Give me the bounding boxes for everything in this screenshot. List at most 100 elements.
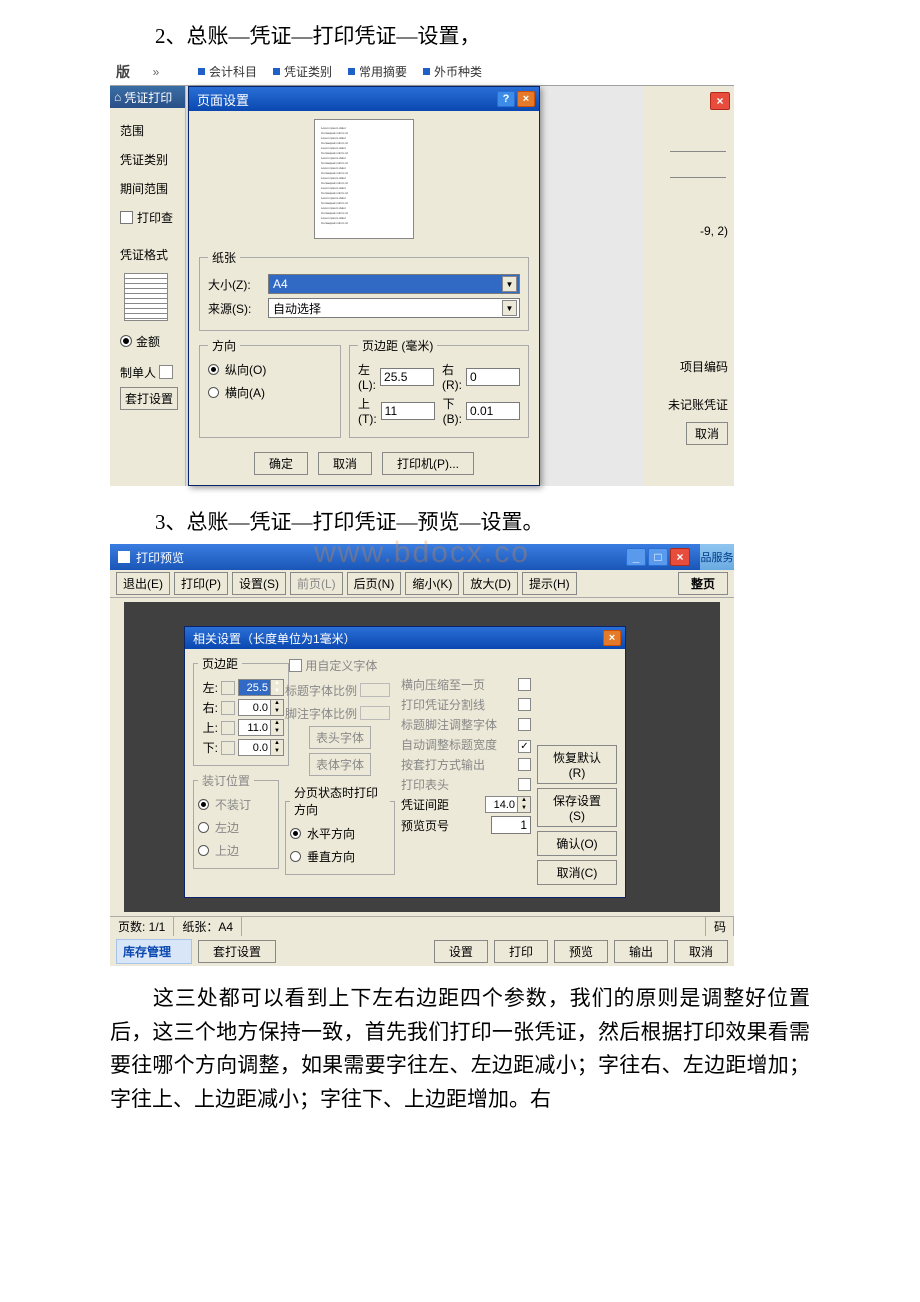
bind-legend: 装订位置 [198,772,254,789]
preview-canvas: 相关设置（长度单位为1毫米） × 页边距 左: 25.5▲▼ 右: 0.0▲▼ [114,602,730,912]
margin-legend: 页边距 [198,655,242,672]
m-left-label: 左: [198,679,218,696]
margin-top-input[interactable] [381,402,435,420]
nav-item[interactable]: 常用摘要 [342,63,413,80]
nav-item[interactable]: 外币种类 [417,63,488,80]
margin-left-input[interactable] [380,368,434,386]
paper-size-select[interactable]: A4 ▼ [268,274,520,294]
print-button[interactable]: 打印 [494,940,548,963]
source-label: 来源(S): [208,300,262,317]
m-right-spin[interactable]: 0.0▲▼ [238,699,284,716]
print-panel-left: ⌂ 凭证打印 范围 凭证类别 期间范围 打印查 凭证格式 金额 制单人 [110,86,186,486]
m-left-spin[interactable]: 25.5▲▼ [238,679,284,696]
format-label: 凭证格式 [120,240,181,269]
hint-button[interactable]: 提示(H) [522,572,577,595]
amount-radio[interactable]: 金额 [120,327,181,356]
close-icon[interactable]: × [517,91,535,107]
margin-bottom-label: 下(B): [443,395,462,426]
size-label: 大小(Z): [208,276,262,293]
close-icon[interactable]: × [710,92,730,110]
inventory-nav[interactable]: 库存管理 [116,939,192,964]
nav-item[interactable]: 凭证类别 [267,63,338,80]
next-page-button[interactable]: 后页(N) [347,572,402,595]
save-settings-button[interactable]: 保存设置(S) [537,788,617,827]
preview-no-input[interactable] [491,816,531,834]
cancel-button[interactable]: 取消 [686,422,728,445]
title-ratio-label: 标题字体比例 [285,684,357,698]
bind-left-radio: 左边 [198,816,274,839]
output-button[interactable]: 输出 [614,940,668,963]
cancel-button[interactable]: 取消(C) [537,860,617,885]
exit-button[interactable]: 退出(E) [116,572,170,595]
help-icon[interactable]: ? [497,91,515,107]
gap-spin[interactable]: 14.0▲▼ [485,796,531,813]
page-setup-dialog: 页面设置 ? × Lorem ipsum dolorConsequat mini… [188,86,540,486]
restore-default-button[interactable]: 恢复默认(R) [537,745,617,784]
dropdown-icon: ▼ [502,300,517,316]
zoom-out-button[interactable]: 缩小(K) [405,572,459,595]
foot-ratio-label: 脚注字体比例 [285,707,357,721]
template-setup-button[interactable]: 套打设置 [198,940,276,963]
cancel-button[interactable]: 取消 [674,940,728,963]
page-preview: Lorem ipsum dolorConsequat minim idLorem… [314,119,414,239]
paper-info: 纸张：A4 [174,917,242,936]
printer-button[interactable]: 打印机(P)... [382,452,474,475]
m-top-spin[interactable]: 11.0▲▼ [238,719,284,736]
ok-button[interactable]: 确认(O) [537,831,617,856]
landscape-radio[interactable]: 横向(A) [208,381,332,404]
expand-icon[interactable]: » [144,63,168,81]
zoom-in-button[interactable]: 放大(D) [463,572,518,595]
dialog-title: 相关设置（长度单位为1毫米） [193,630,356,647]
close-icon[interactable]: × [670,548,690,566]
print-panel-title: ⌂ 凭证打印 [110,86,185,108]
maximize-icon[interactable]: □ [648,548,668,566]
header-font-button: 表头字体 [309,726,371,749]
maker-input[interactable] [159,365,173,379]
opt-printhead: 打印表头 [401,776,449,793]
portrait-radio[interactable]: 纵向(O) [208,358,332,381]
prev-page-button[interactable]: 前页(L) [290,572,343,595]
opt-hfit: 横向压缩至一页 [401,676,485,693]
template-setup-button[interactable]: 套打设置 [120,387,178,410]
margin-right-input[interactable] [466,368,520,386]
direction-legend: 分页状态时打印方向 [290,784,390,818]
background-panel-right: × -9, 2) 项目编码 未记账凭证 取消 [644,86,734,486]
m-right-label: 右: [198,699,218,716]
opt-split: 打印凭证分割线 [401,696,485,713]
right-stub-1: 码 [706,917,734,936]
opt-adjwidth: 自动调整标题宽度 [401,736,497,753]
setup-button[interactable]: 设置(S) [232,572,286,595]
preview-no-label: 预览页号 [401,817,449,834]
margin-right-label: 右(R): [442,361,462,392]
print-button[interactable]: 打印(P) [174,572,228,595]
range-label: 范围 [120,116,181,145]
close-icon[interactable]: × [603,630,621,646]
ok-button[interactable]: 确定 [254,452,308,475]
window-title: 打印预览 [136,549,184,566]
custom-font-check [285,659,302,673]
preview-button[interactable]: 预览 [554,940,608,963]
cancel-button[interactable]: 取消 [318,452,372,475]
dropdown-icon: ▼ [502,276,517,292]
dir-v-radio[interactable]: 垂直方向 [290,845,390,868]
opt-setout: 按套打方式输出 [401,756,485,773]
paper-source-select[interactable]: 自动选择 ▼ [268,298,520,318]
setup-button[interactable]: 设置 [434,940,488,963]
minimize-icon[interactable]: _ [626,548,646,566]
whole-page-button[interactable]: 整页 [678,572,728,595]
orient-legend: 方向 [208,337,240,354]
nav-item[interactable]: 会计科目 [192,63,263,80]
screenshot-page-setup: 版 » 会计科目 凭证类别 常用摘要 外币种类 ⌂ 凭证打印 范围 凭证类 [110,58,734,486]
maker-label: 制单人 [120,366,156,380]
section-heading-2: 2、总账—凭证—打印凭证—设置， [0,0,920,58]
home-icon: ⌂ [114,90,121,104]
status-bar: 页数: 1/1 纸张：A4 码 [110,916,734,936]
dir-h-radio[interactable]: 水平方向 [290,822,390,845]
page-count: 页数: 1/1 [110,917,174,936]
margin-bottom-input[interactable] [466,402,520,420]
bind-none-radio: 不装订 [198,793,274,816]
orientation-group: 方向 纵向(O) 横向(A) [199,337,341,438]
print-check[interactable]: 打印查 [120,203,181,232]
m-bottom-spin[interactable]: 0.0▲▼ [238,739,284,756]
preview-window-titlebar: 打印预览 _ □ × 品服务 [110,544,734,570]
